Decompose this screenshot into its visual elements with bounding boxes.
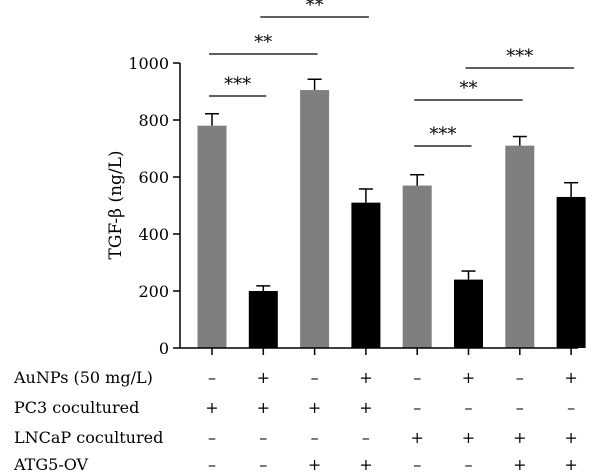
bar-7	[505, 145, 535, 348]
condition-mark: –	[259, 428, 267, 447]
condition-mark: –	[362, 428, 370, 447]
y-axis: 0 200 400 600 800 1000	[128, 54, 181, 358]
bars	[197, 78, 586, 348]
condition-label-1: AuNPs (50 mg/L)	[13, 368, 153, 387]
condition-mark: –	[465, 455, 473, 473]
y-tick-label: 1000	[128, 54, 169, 73]
condition-mark: –	[208, 368, 216, 387]
condition-mark: +	[257, 398, 270, 417]
condition-mark: +	[564, 368, 577, 387]
condition-mark: +	[564, 428, 577, 447]
sig-label-5: **	[460, 78, 478, 99]
condition-mark: +	[308, 398, 321, 417]
bar-8	[556, 196, 586, 348]
condition-mark: –	[516, 398, 524, 417]
condition-mark: +	[257, 368, 270, 387]
sig-label-3: **	[306, 0, 324, 16]
condition-mark: +	[359, 368, 372, 387]
y-tick-label: 600	[138, 168, 169, 187]
condition-mark: +	[359, 455, 372, 473]
condition-mark: +	[205, 398, 218, 417]
y-tick-label: 800	[138, 111, 169, 130]
sig-label-2: **	[254, 32, 272, 53]
condition-mark: –	[516, 368, 524, 387]
condition-mark: +	[359, 398, 372, 417]
condition-mark: –	[311, 428, 319, 447]
condition-mark: –	[413, 455, 421, 473]
condition-mark: +	[513, 455, 526, 473]
condition-mark: –	[311, 368, 319, 387]
condition-mark: –	[208, 428, 216, 447]
condition-mark: +	[462, 428, 475, 447]
y-tick-label: 0	[159, 339, 169, 358]
condition-mark: –	[413, 398, 421, 417]
sig-label-1: ***	[224, 74, 251, 95]
x-axis	[180, 347, 579, 355]
y-tick-label: 200	[138, 282, 169, 301]
bar-2	[248, 291, 278, 348]
condition-mark: +	[410, 428, 423, 447]
condition-mark: –	[259, 455, 267, 473]
bar-6	[454, 279, 483, 348]
condition-mark: –	[208, 455, 216, 473]
bar-1	[197, 125, 227, 348]
condition-label-4: ATG5-OV	[13, 455, 89, 473]
condition-label-2: PC3 cocultured	[14, 398, 139, 417]
condition-mark: –	[567, 398, 575, 417]
condition-mark: –	[465, 398, 473, 417]
sig-label-6: ***	[506, 46, 533, 67]
bar-5	[402, 185, 432, 348]
sig-label-4: ***	[429, 124, 456, 145]
bar-3	[300, 90, 330, 348]
significance-brackets: ***************	[209, 0, 575, 147]
condition-mark: +	[564, 455, 577, 473]
condition-table: AuNPs (50 mg/L) – + – + – + – + PC3 cocultured + + +…	[13, 368, 578, 473]
condition-mark: –	[413, 368, 421, 387]
bar-4	[351, 202, 381, 348]
y-tick-label: 400	[138, 225, 169, 244]
condition-label-3: LNCaP cocultured	[14, 428, 163, 447]
condition-mark: +	[462, 368, 475, 387]
condition-mark: +	[513, 428, 526, 447]
y-axis-label: TGF-β (ng/L)	[106, 150, 126, 259]
condition-mark: +	[308, 455, 321, 473]
